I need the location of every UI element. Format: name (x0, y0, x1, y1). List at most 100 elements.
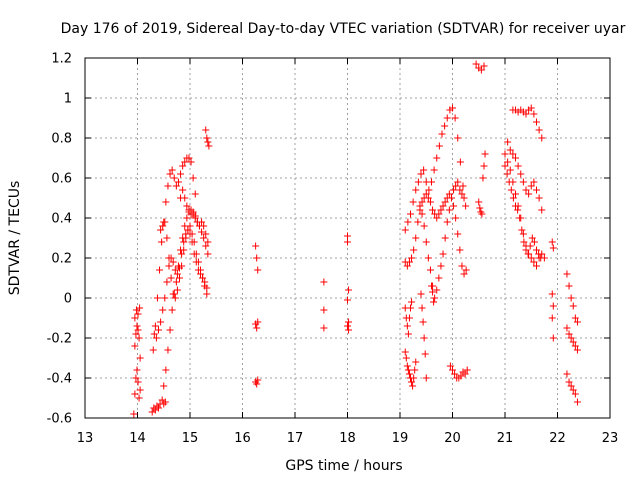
data-point (460, 194, 468, 202)
data-point (422, 374, 430, 382)
data-point (180, 238, 188, 246)
data-point (345, 318, 353, 326)
data-point (530, 178, 538, 186)
data-point (414, 218, 422, 226)
data-point (161, 294, 169, 302)
data-point (405, 258, 413, 266)
data-point (507, 186, 515, 194)
data-point (445, 206, 453, 214)
data-point (411, 366, 419, 374)
x-tick-labels: 13 14 15 16 17 18 19 20 21 22 23 (77, 431, 619, 446)
data-point (171, 266, 179, 274)
series-track-b (131, 322, 144, 362)
data-point (162, 198, 170, 206)
data-point (344, 232, 351, 240)
data-point (182, 234, 190, 242)
data-point (422, 190, 430, 198)
data-point (134, 310, 142, 318)
series-track-s (417, 290, 430, 382)
x-axis-label: GPS time / hours (285, 458, 402, 474)
data-point (573, 346, 581, 354)
data-point (439, 250, 447, 258)
data-point (433, 154, 441, 162)
data-point (533, 246, 540, 254)
data-point (567, 294, 575, 302)
data-point (463, 366, 471, 374)
data-point (168, 306, 176, 314)
data-point (131, 390, 139, 398)
data-point (253, 254, 261, 262)
data-point (173, 270, 181, 278)
data-point (136, 386, 144, 394)
data-point (418, 198, 426, 206)
data-point (504, 158, 512, 166)
data-point (533, 186, 540, 194)
data-point (563, 370, 571, 378)
data-point (549, 244, 557, 252)
data-point (417, 170, 425, 178)
data-point (420, 222, 428, 230)
data-point (344, 296, 351, 304)
data-point (447, 194, 455, 202)
data-point (509, 150, 517, 158)
data-point (410, 246, 418, 254)
data-point (345, 286, 353, 294)
data-point (565, 378, 573, 386)
data-point (190, 238, 198, 246)
series-track-aa (509, 104, 546, 142)
data-point (479, 174, 487, 182)
data-point (431, 294, 439, 302)
data-point (202, 230, 210, 238)
data-point (173, 286, 181, 294)
series-track-l (320, 278, 328, 332)
y-tick-label: 0.8 (51, 132, 72, 147)
data-point (172, 278, 180, 286)
data-point (402, 354, 410, 362)
data-point (549, 334, 557, 342)
data-point (475, 198, 483, 206)
data-point (320, 278, 328, 286)
series-track-n (401, 348, 420, 390)
series-track-w (475, 150, 489, 218)
data-point (164, 346, 172, 354)
data-point (443, 114, 451, 122)
series-track-z (501, 162, 545, 262)
data-point (320, 324, 328, 332)
data-point (419, 318, 427, 326)
data-point (418, 304, 426, 312)
data-point (429, 206, 437, 214)
data-point (200, 222, 208, 230)
data-point (163, 234, 171, 242)
data-point (404, 218, 412, 226)
data-point (454, 134, 462, 142)
data-point (420, 166, 428, 174)
data-point (409, 198, 417, 206)
data-point (530, 238, 538, 246)
data-point (517, 170, 525, 178)
x-tick-label: 17 (287, 431, 304, 446)
data-point (435, 142, 443, 150)
data-point (404, 330, 412, 338)
data-point (435, 274, 443, 282)
data-point (452, 214, 460, 222)
data-point (253, 324, 261, 332)
data-point (169, 258, 177, 266)
data-point (155, 404, 162, 412)
data-point (528, 234, 536, 242)
data-point (161, 218, 169, 226)
data-point (179, 162, 187, 170)
data-point (567, 334, 575, 342)
data-point (191, 214, 199, 222)
data-point (183, 214, 191, 222)
data-point (254, 376, 262, 384)
data-point (530, 258, 538, 266)
data-point (456, 158, 464, 166)
data-point (133, 366, 141, 374)
series-track-bb (548, 238, 557, 342)
data-point (159, 222, 167, 230)
data-point (178, 262, 186, 270)
data-point (197, 266, 204, 274)
data-point (480, 62, 488, 70)
data-point (437, 262, 445, 270)
